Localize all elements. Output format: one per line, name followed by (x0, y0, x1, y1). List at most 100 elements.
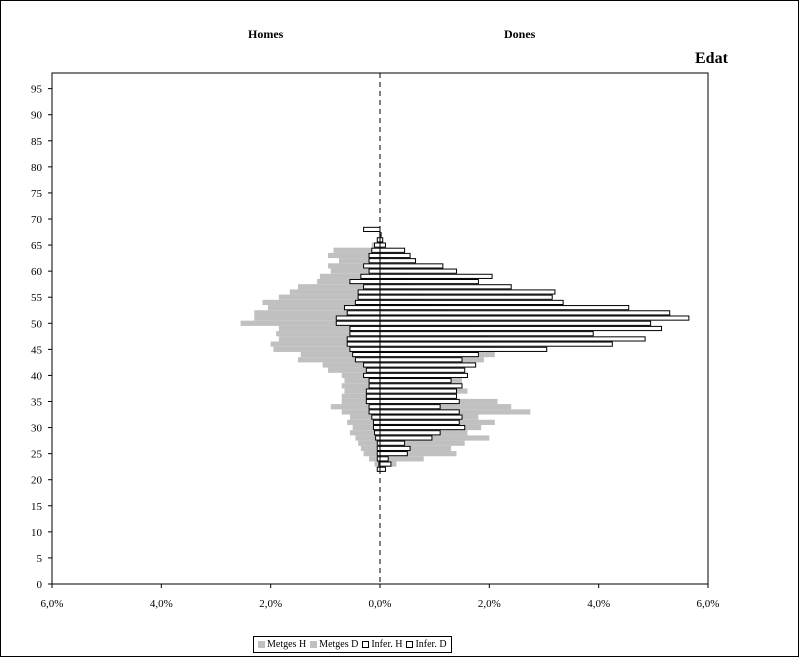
bar-metges-h (341, 393, 380, 399)
bar-infer-h (371, 247, 381, 253)
bar-metges-h (317, 278, 380, 285)
bar-metges-h (278, 336, 380, 342)
bar-infer-h (368, 378, 381, 384)
x-tick-label: 4,0% (150, 598, 173, 610)
y-tick-label: 75 (31, 188, 43, 200)
bar-metges-h (278, 294, 380, 300)
bar-infer-h (349, 278, 381, 285)
bar-infer-d (379, 424, 466, 431)
x-tick-label: 2,0% (259, 598, 282, 610)
y-tick-label: 85 (31, 136, 43, 148)
bar-metges-h (339, 258, 380, 264)
bar-infer-d (379, 299, 564, 306)
bar-infer-d (379, 263, 444, 269)
x-tick-label: 0,0% (369, 598, 392, 610)
y-tick-label: 40 (31, 370, 43, 382)
bar-metges-h (360, 445, 380, 452)
y-tick-label: 95 (31, 84, 43, 96)
bar-infer-h (335, 320, 381, 326)
bar-infer-d (379, 378, 452, 384)
legend-label: Metges D (319, 639, 359, 650)
bar-infer-h (368, 383, 381, 389)
bar-infer-d (379, 305, 630, 311)
bar-infer-h (374, 242, 381, 248)
bar-infer-h (368, 252, 381, 259)
bar-infer-h (368, 404, 381, 410)
bar-infer-h (371, 414, 381, 420)
y-tick-label: 60 (31, 266, 43, 278)
x-tick-label: 6,0% (697, 598, 720, 610)
bar-metges-h (341, 383, 380, 389)
bar-infer-h (346, 310, 381, 316)
bar-infer-d (379, 398, 460, 405)
bar-infer-d (379, 268, 458, 274)
y-tick-label: 0 (37, 579, 43, 591)
bar-infer-h (343, 305, 381, 311)
bar-infer-h (357, 289, 381, 295)
bar-metges-d (380, 445, 452, 452)
bar-infer-h (365, 388, 381, 394)
legend-swatch (406, 641, 414, 648)
bar-infer-d (379, 331, 594, 337)
bar-infer-d (379, 466, 386, 472)
bar-metges-h (322, 362, 380, 368)
bar-metges-d (380, 404, 512, 410)
bar-metges-h (358, 440, 380, 446)
bar-infer-h (357, 294, 381, 300)
bar-infer-d (379, 351, 479, 358)
bar-infer-h (372, 424, 381, 431)
bar-infer-d (379, 252, 411, 259)
bar-metges-h (270, 341, 380, 347)
left-side-label: Homes (248, 27, 284, 41)
bar-infer-d (379, 419, 460, 425)
legend-label: Infer. D (415, 639, 447, 650)
bar-infer-h (363, 284, 381, 290)
bar-metges-h (344, 388, 380, 394)
bar-infer-h (360, 273, 381, 279)
bar-infer-d (379, 456, 389, 462)
legend-item: Metges D (310, 639, 358, 650)
x-tick-label: 6,0% (41, 598, 64, 610)
bar-infer-h (365, 393, 381, 399)
bar-infer-h (352, 351, 381, 358)
y-tick-label: 25 (31, 449, 43, 461)
bar-infer-d (379, 247, 406, 253)
bar-infer-d (379, 336, 646, 342)
bar-infer-d (379, 357, 463, 363)
bar-metges-h (363, 451, 380, 457)
y-tick-label: 90 (31, 110, 43, 122)
bar-infer-d (379, 320, 652, 326)
y-tick-label: 50 (31, 318, 43, 330)
bar-metges-h (278, 325, 380, 332)
bar-metges-h (328, 367, 380, 373)
bar-infer-d (379, 451, 408, 457)
bar-infer-h (374, 430, 381, 436)
bar-infer-d (379, 404, 441, 410)
legend-item: Infer. H (362, 639, 402, 650)
bar-infer-d (379, 383, 463, 389)
bar-infer-h (368, 268, 381, 274)
bar-metges-h (333, 247, 380, 253)
bar-metges-d (380, 456, 424, 462)
legend-label: Metges H (267, 639, 307, 650)
y-tick-label: 30 (31, 423, 43, 435)
bar-infer-d (379, 232, 382, 238)
bar-infer-d (379, 258, 417, 264)
legend-swatch (258, 641, 265, 648)
bar-infer-h (368, 258, 381, 264)
bar-metges-h (349, 430, 380, 436)
bar-infer-h (363, 226, 381, 233)
bar-infer-d (379, 393, 458, 399)
legend-item: Metges H (258, 639, 306, 650)
bar-metges-h (273, 346, 380, 352)
bar-metges-h (352, 424, 380, 431)
bar-infer-d (379, 388, 458, 394)
bar-metges-d (380, 451, 457, 457)
bar-metges-h (341, 398, 380, 405)
bar-metges-h (355, 435, 380, 441)
bar-infer-h (346, 336, 381, 342)
bar-infer-d (379, 367, 466, 373)
y-tick-label: 65 (31, 240, 43, 252)
bar-infer-d (379, 325, 663, 332)
